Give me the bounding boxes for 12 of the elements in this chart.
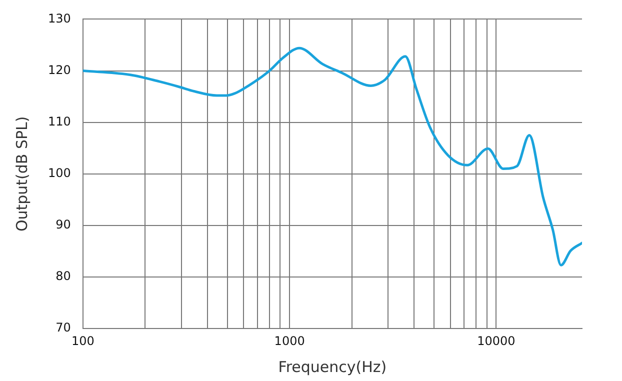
y-axis-title: Output(dB SPL) [12,116,31,232]
y-tick-label: 90 [56,218,71,232]
x-tick-label: 100 [71,334,94,348]
y-tick-label: 110 [48,114,71,128]
x-axis-title: Frequency(Hz) [278,358,387,376]
y-tick-label: 120 [48,62,71,77]
y-tick-label: 100 [48,166,71,180]
x-tick-label: 1000 [274,334,305,348]
y-tick-label: 130 [48,11,71,26]
y-tick-label: 70 [56,320,71,335]
y-tick-label: 80 [56,269,71,284]
x-tick-label: 10000 [477,334,516,348]
